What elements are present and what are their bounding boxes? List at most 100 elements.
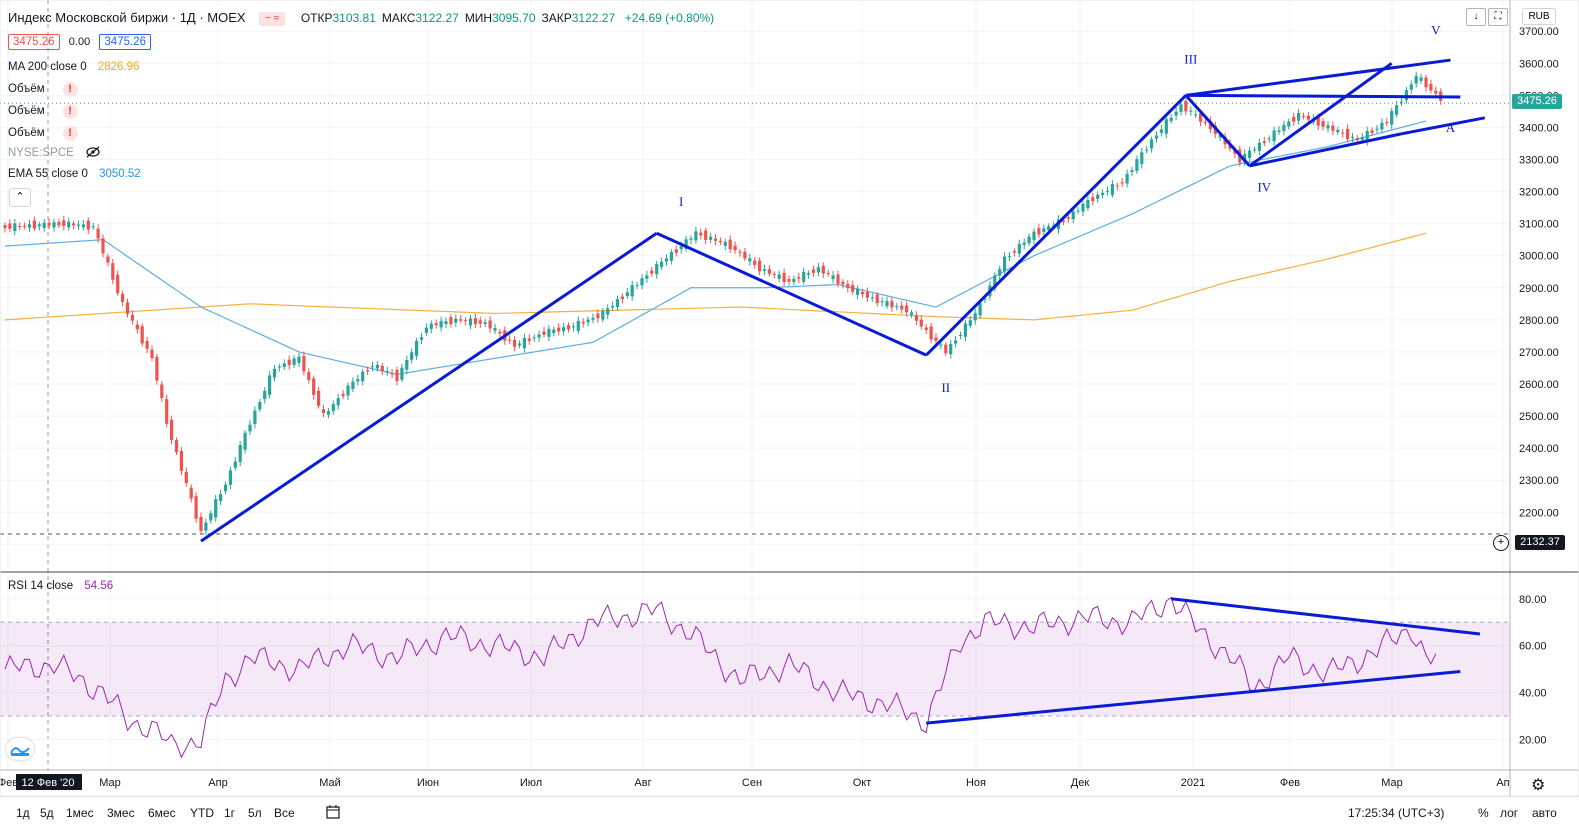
chevron-down-icon[interactable]: ↓ [1466, 8, 1486, 26]
volume-legend-3[interactable]: Объём! [8, 126, 78, 141]
warning-icon[interactable]: ! [62, 126, 78, 141]
ask-price[interactable]: 3475.26 [99, 34, 151, 50]
symbol-title[interactable]: Индекс Московской биржи · 1Д · MOEX [8, 10, 246, 25]
y-tick-label: 2600.00 [1519, 379, 1559, 391]
candle [189, 484, 193, 503]
candle [478, 316, 482, 328]
candle [1301, 112, 1306, 120]
last-price-tag: 3475.26 [1512, 94, 1562, 109]
ema55-legend[interactable]: EMA 55 close 0 3050.52 [8, 168, 141, 180]
candle [243, 429, 247, 454]
auto-toggle[interactable]: авто [1532, 806, 1557, 820]
period-button[interactable]: 1мес [66, 806, 94, 820]
period-button[interactable]: 6мес [148, 806, 176, 820]
candle-body [1194, 114, 1198, 116]
calendar-icon[interactable] [325, 804, 341, 820]
period-button[interactable]: 5л [248, 806, 262, 820]
candle [86, 217, 90, 235]
toggle-icon[interactable]: − ≈ [259, 12, 286, 26]
candle-body [963, 323, 967, 337]
volume-legend-1[interactable]: Объём! [8, 82, 78, 97]
candle-body [1336, 129, 1340, 133]
candle [635, 281, 639, 290]
bid-price[interactable]: 3475.26 [8, 34, 60, 50]
candle [1076, 206, 1080, 215]
candle [836, 270, 840, 288]
volume-label: Объём [8, 105, 45, 117]
period-button[interactable]: 5д [40, 806, 54, 820]
candle [1154, 131, 1159, 143]
clock-label[interactable]: 17:25:34 (UTC+3) [1348, 806, 1445, 820]
candle [826, 269, 830, 277]
candle [753, 256, 757, 269]
candle-body [72, 223, 76, 226]
candle-body [297, 356, 301, 363]
ema55-label: EMA 55 close 0 [8, 168, 88, 180]
warning-icon[interactable]: ! [62, 82, 78, 97]
tradingview-logo[interactable] [6, 738, 34, 760]
candle-body [993, 275, 997, 289]
candle-body [8, 223, 12, 229]
candle-body [1350, 136, 1355, 138]
candle-body [880, 301, 884, 303]
candle-body [1071, 211, 1075, 220]
candle-body [1282, 124, 1286, 132]
maximize-icon[interactable]: ⛶ [1488, 8, 1508, 26]
candle-body [841, 281, 845, 285]
crosshair-icon[interactable]: + [1493, 535, 1509, 551]
candle [777, 270, 781, 283]
candle [483, 319, 487, 327]
candle [601, 307, 605, 323]
compare-legend[interactable]: NYSE:SPCE [8, 146, 101, 159]
gear-icon[interactable]: ⚙ [1531, 775, 1545, 794]
currency-button[interactable]: RUB [1522, 8, 1556, 25]
percent-toggle[interactable]: % [1478, 806, 1489, 820]
warning-icon[interactable]: ! [62, 104, 78, 119]
wave-trendline [925, 94, 1187, 357]
candle-body [679, 246, 683, 250]
candle-body [576, 320, 580, 332]
rsi-legend[interactable]: RSI 14 close 54.56 [8, 580, 113, 592]
candle-body [434, 323, 438, 326]
period-button[interactable]: 1д [16, 806, 30, 820]
candle-body [758, 260, 762, 272]
candle [76, 220, 81, 230]
candle-body [664, 258, 669, 262]
period-button[interactable]: 3мес [107, 806, 135, 820]
candle-body [76, 224, 81, 226]
period-button[interactable]: Все [274, 806, 295, 820]
volume-legend-2[interactable]: Объём! [8, 104, 78, 119]
candle [963, 320, 967, 342]
candle-body [1380, 122, 1384, 130]
candle [27, 219, 32, 233]
candle [287, 355, 291, 370]
candle-body [836, 274, 840, 284]
candle [606, 304, 610, 319]
candle [297, 353, 301, 368]
period-button[interactable]: 1г [224, 806, 236, 820]
candle [468, 314, 473, 330]
candle-body [900, 305, 904, 310]
candle-body [331, 404, 335, 412]
candle [650, 266, 654, 277]
candle [1243, 149, 1247, 166]
candle [797, 272, 801, 284]
candle-body [905, 305, 909, 313]
y-tick-label: 2400.00 [1519, 443, 1559, 455]
rsi-tick-label: 80.00 [1519, 594, 1547, 606]
log-toggle[interactable]: лог [1500, 806, 1519, 820]
candle [792, 275, 796, 286]
eye-off-icon[interactable] [85, 146, 101, 158]
candle [238, 440, 242, 467]
period-button[interactable]: YTD [190, 806, 214, 820]
candle [1174, 107, 1178, 120]
candle [767, 265, 771, 277]
rsi-trendline [1171, 597, 1481, 636]
candle [395, 366, 399, 386]
candle-body [125, 302, 130, 314]
chevron-up-icon[interactable]: ⌃ [9, 188, 31, 207]
candle [581, 318, 585, 328]
ma200-legend[interactable]: MA 200 close 0 2826.96 [8, 61, 139, 73]
candle [1086, 195, 1090, 212]
